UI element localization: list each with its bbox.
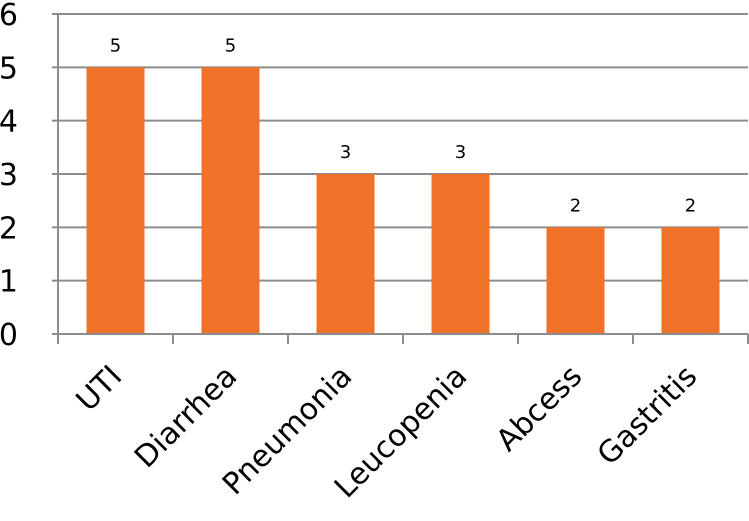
bar-leucopenia	[431, 174, 490, 334]
bars	[86, 67, 720, 334]
data-label-abcess: 2	[570, 195, 581, 216]
bar-uti	[86, 67, 145, 334]
y-tick-label-1: 1	[0, 265, 18, 300]
bar-gastritis	[661, 227, 720, 334]
y-tick-label-2: 2	[0, 211, 18, 246]
bar-diarrhea	[201, 67, 260, 334]
bar-abcess	[546, 227, 605, 334]
data-label-uti: 5	[110, 35, 121, 56]
data-label-pneumonia: 3	[340, 142, 351, 163]
gridlines	[58, 13, 748, 282]
data-label-gastritis: 2	[685, 195, 696, 216]
x-tick-label-uti: UTI	[70, 359, 129, 418]
y-tick-label-6: 6	[0, 0, 18, 33]
x-tick-label-diarrhea: Diarrhea	[128, 359, 244, 475]
x-tick-label-gastritis: Gastritis	[591, 359, 704, 472]
data-label-diarrhea: 5	[225, 35, 236, 56]
y-tick-label-3: 3	[0, 158, 18, 193]
y-tick-label-0: 0	[0, 318, 18, 353]
data-label-leucopenia: 3	[455, 142, 466, 163]
bar-pneumonia	[316, 174, 375, 334]
y-tick-label-5: 5	[0, 51, 18, 86]
y-tick-label-4: 4	[0, 105, 18, 140]
x-tick-label-abcess: Abcess	[490, 359, 590, 459]
axes	[52, 13, 749, 344]
